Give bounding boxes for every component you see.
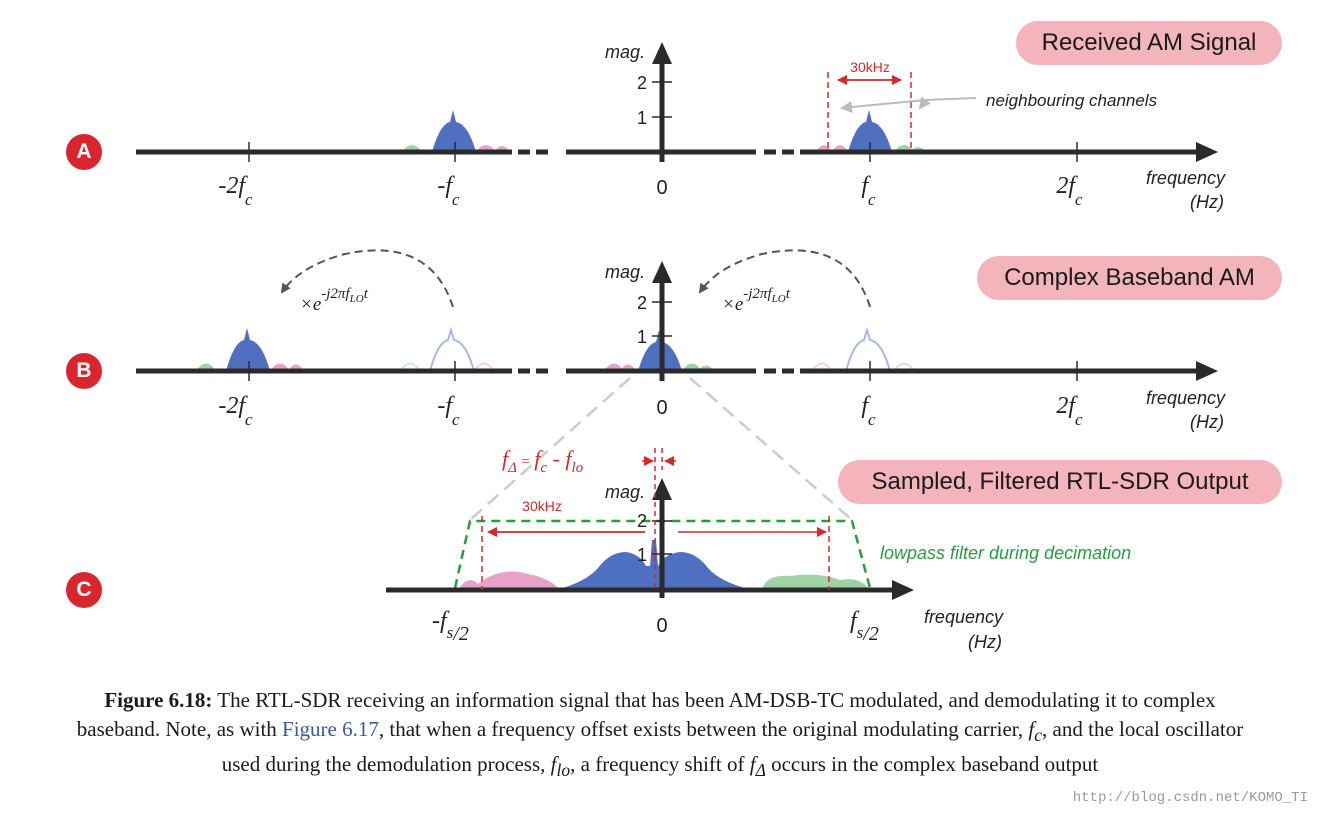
figure-caption: Figure 6.18: The RTL-SDR receiving an in… [76,688,1244,781]
tick-zero: 0 [656,397,667,419]
am-signal-fc [848,110,892,152]
panel-c-title: Sampled, Filtered RTL-SDR Output [838,460,1282,504]
watermark: http://blog.csdn.net/KOMO_TI [1072,790,1308,806]
tick-zero: 0 [656,615,667,637]
svg-text:c: c [245,190,253,209]
caption-label: Figure 6.18: [104,688,213,712]
y-tick-1: 1 [637,327,647,347]
freq-unit: (Hz) [968,632,1002,652]
mixer-label: ×e-j2πfLOt [300,286,369,315]
neighbouring-channels-callout: neighbouring channels [840,91,1158,114]
lowpass-label: lowpass filter during decimation [880,543,1131,563]
tick-2fc: 2f [1056,393,1078,419]
panel-b-title: Complex Baseband AM [977,256,1282,300]
spectrum-diagram: mag. 2 1 -2f c -f c 0 f c 2f c frequency… [136,42,1226,652]
freq-offset-marker: fΔ = fc - flo [502,446,676,590]
zoom-guides [469,377,853,521]
panel-b: mag. 2 1 -2f c -f c 0 f c 2f c frequency… [136,249,1226,432]
panel-c-spectra [458,540,870,590]
mag-label: mag. [605,42,645,62]
tick-neg-2fc: -2f [218,173,248,199]
tick-fc: f [861,173,871,199]
tick-neg-fc: -f [437,173,455,199]
neighbour-channel-pink [458,571,560,590]
freq-unit: (Hz) [1190,192,1224,212]
badge-c: C [66,572,102,608]
am-signal-neg-fc [432,110,476,152]
mixer-label: ×e-j2πfLOt [722,286,791,315]
badge-a: A [66,134,102,170]
bandwidth-label: 30kHz [522,498,562,514]
panel-a: mag. 2 1 -2f c -f c 0 f c 2f c frequency… [136,42,1226,212]
svg-text:c: c [452,410,460,429]
neighbouring-label: neighbouring channels [986,91,1158,110]
tick-2fc: 2f [1056,173,1078,199]
y-tick-1: 1 [637,545,647,565]
tick-neg-2fc: -2f [218,393,248,419]
freq-label: frequency [924,607,1004,627]
svg-text:c: c [245,410,253,429]
tick-fs-half: fs/2 [850,608,879,645]
panel-c-axis [386,478,914,600]
panel-a-title: Received AM Signal [1016,21,1282,65]
shift-arc-right: ×e-j2πfLOt [698,249,871,315]
mag-label: mag. [605,262,645,282]
freq-unit: (Hz) [1190,412,1224,432]
shift-arc-left: ×e-j2πfLOt [280,249,454,315]
panel-a-axis [136,42,1218,162]
tick-fc: f [861,393,871,419]
bandwidth-marker-c: 30kHz [481,498,830,590]
freq-offset-equation: fΔ = fc - flo [502,446,584,476]
freq-label: frequency [1146,168,1226,188]
y-tick-2: 2 [637,511,647,531]
y-tick-2: 2 [637,293,647,313]
tick-zero: 0 [656,177,667,199]
bandwidth-marker-a: 30kHz [827,59,912,152]
panel-c: mag. 2 1 0 -fs/2 fs/2 frequency (Hz) 30k… [386,446,1131,652]
mag-label: mag. [605,482,645,502]
panel-b-spectra [196,326,915,372]
svg-text:c: c [1075,190,1083,209]
panel-b-axis [136,261,1218,381]
svg-text:c: c [868,190,876,209]
svg-text:c: c [1075,410,1083,429]
y-tick-2: 2 [637,73,647,93]
tick-neg-fs-half: -fs/2 [432,608,469,645]
figure-reference-link[interactable]: Figure 6.17 [282,717,379,741]
am-signal-shifted [556,540,752,590]
y-tick-1: 1 [637,108,647,128]
tick-neg-fc: -f [437,393,455,419]
svg-text:c: c [452,190,460,209]
svg-text:c: c [868,410,876,429]
bandwidth-label: 30kHz [850,59,890,75]
neighbour-channel-green [762,574,870,590]
am-signal-neg-2fc [226,328,270,371]
badge-b: B [66,353,102,389]
freq-label: frequency [1146,388,1226,408]
